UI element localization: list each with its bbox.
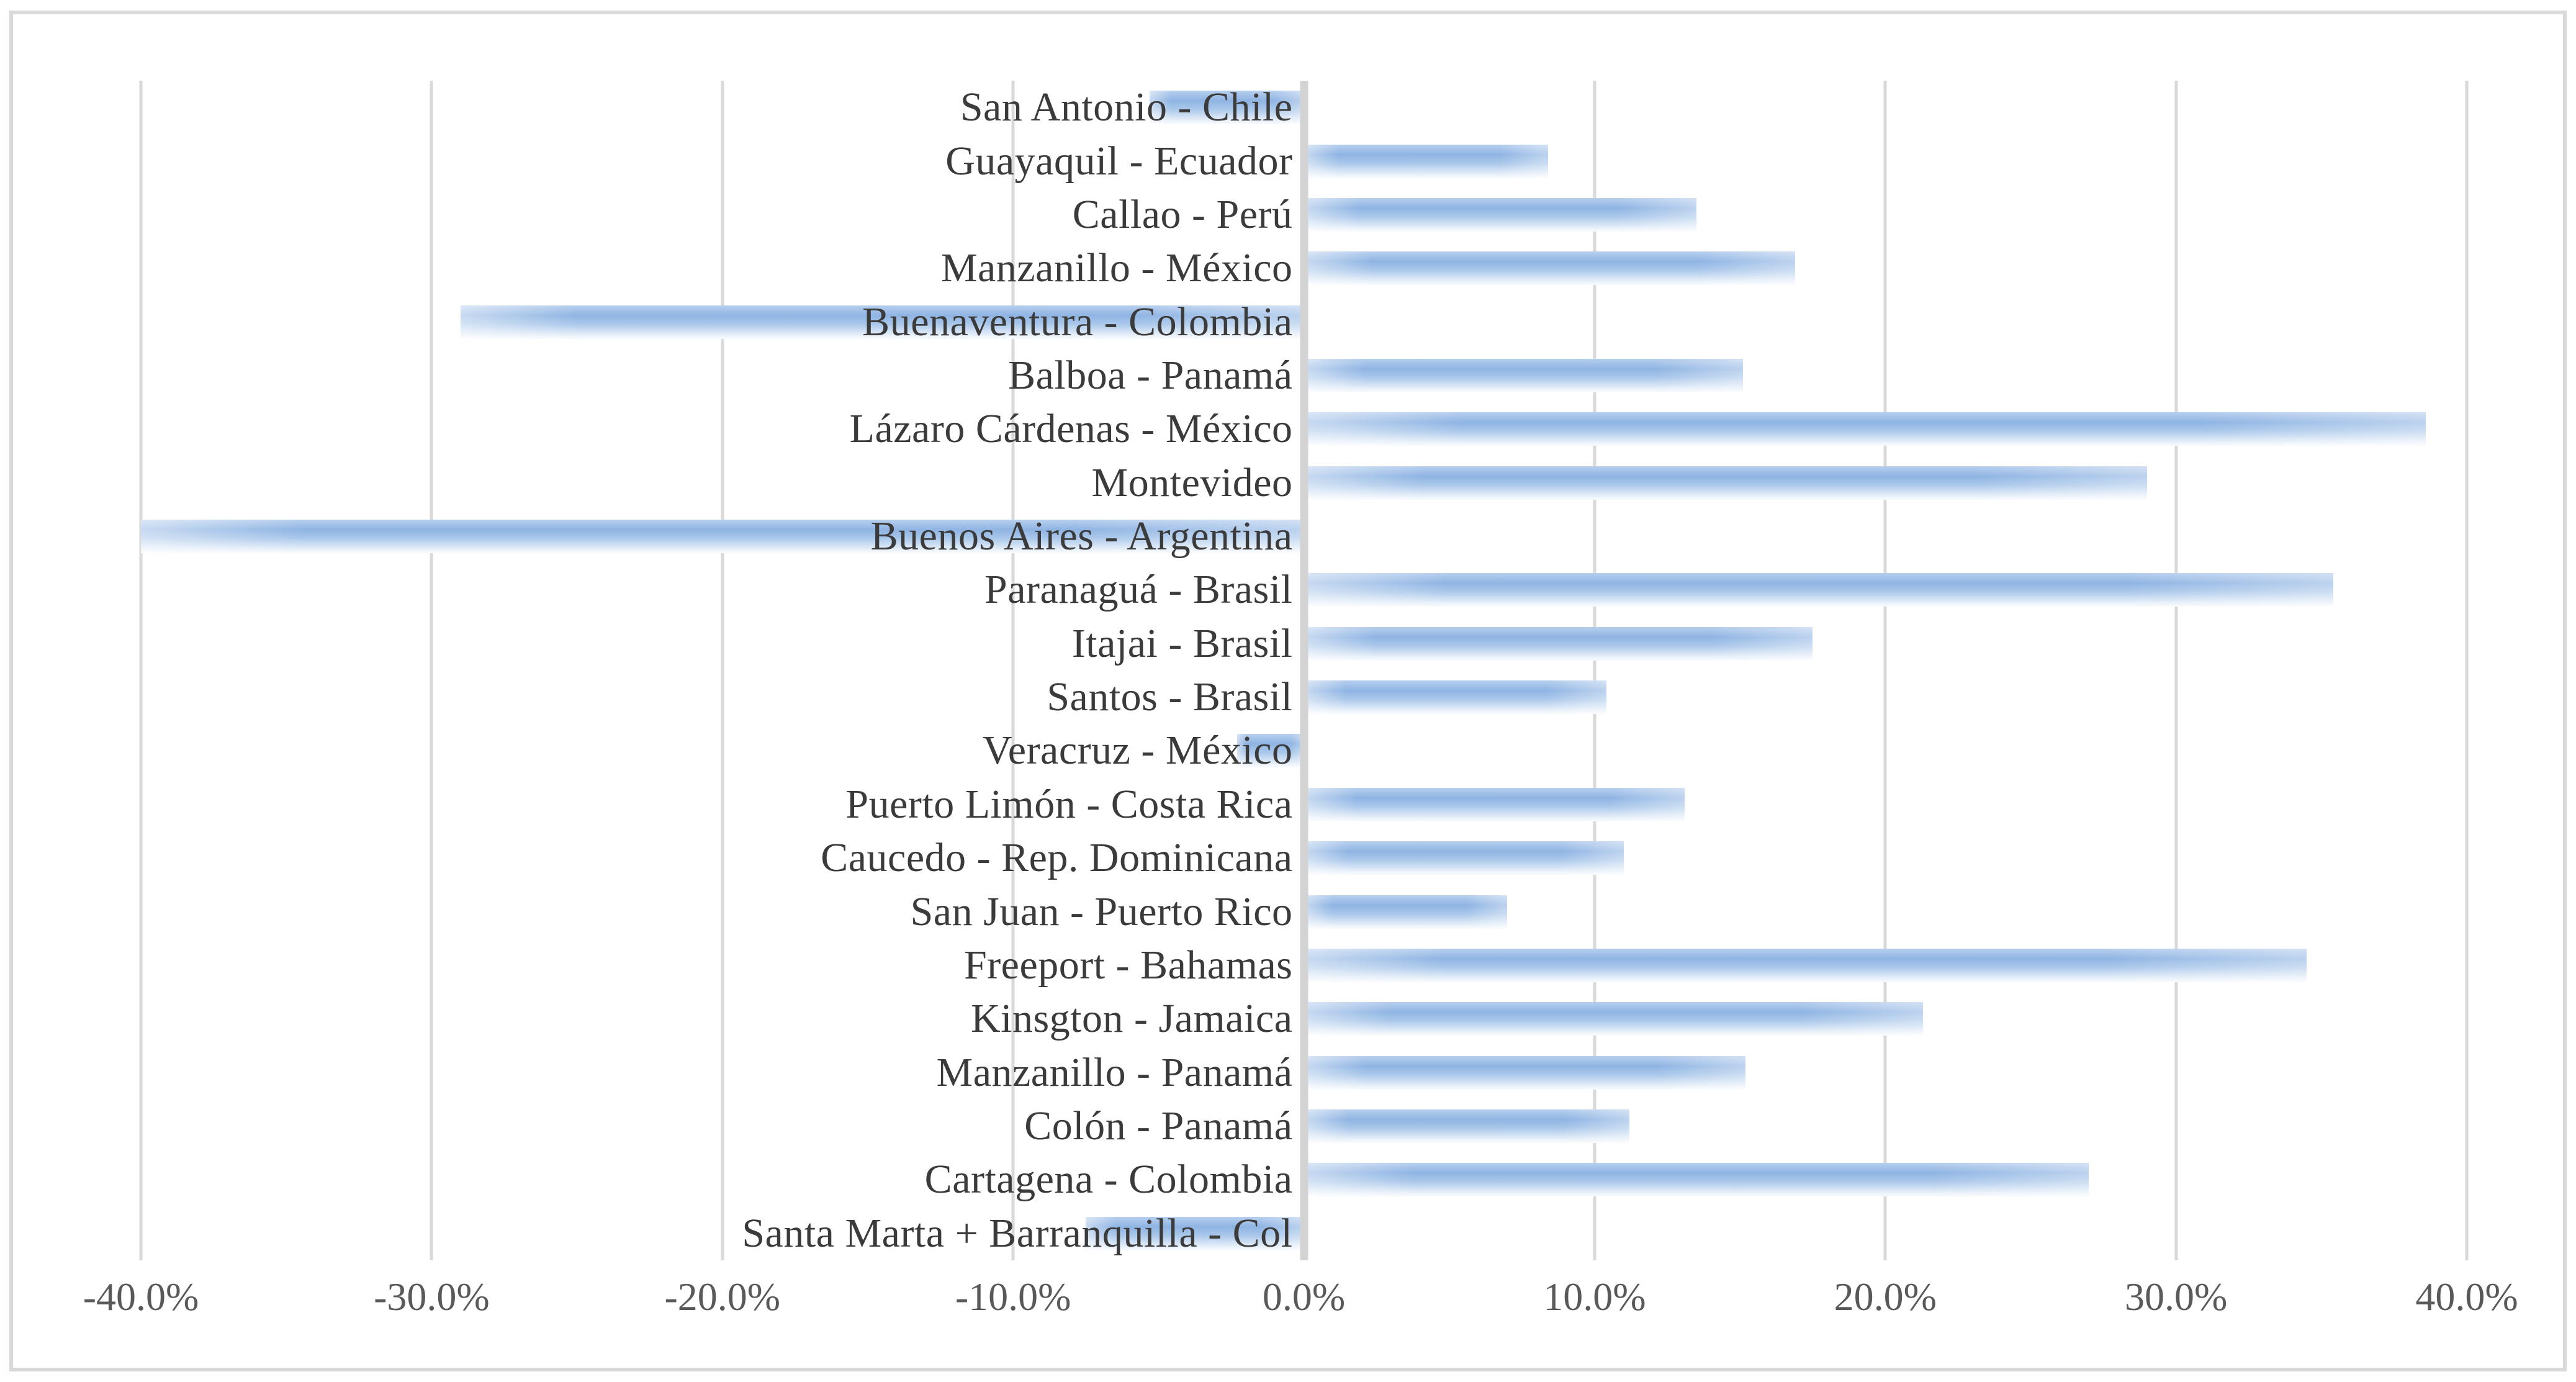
bar-row: Paranaguá - Brasil: [141, 563, 2467, 616]
bar: [1304, 412, 2426, 446]
bar-rows-container: San Antonio - Chile Guayaquil - Ecuador Ca…: [141, 81, 2467, 1260]
category-label: Buenos Aires - Argentina: [870, 513, 1293, 559]
category-label: Buenaventura - Colombia: [862, 299, 1293, 345]
bar-row: Montevideo: [141, 456, 2467, 510]
gridline: [2465, 81, 2469, 1260]
gridline: [721, 81, 724, 1260]
category-label: Cartagena - Colombia: [924, 1157, 1293, 1203]
category-label: Itajai - Brasil: [1071, 620, 1293, 666]
bar: [1086, 1216, 1304, 1250]
bar: [141, 520, 1304, 554]
bar: [1304, 251, 1796, 286]
bar-row: Lázaro Cárdenas - México: [141, 402, 2467, 456]
bar-row: Callao - Perú: [141, 188, 2467, 242]
bar-row: Veracruz - México: [141, 724, 2467, 777]
x-tick-label: 10.0%: [1543, 1275, 1646, 1319]
category-label: Kinsgton - Jamaica: [970, 996, 1293, 1042]
bar-row: Buenos Aires - Argentina: [141, 510, 2467, 563]
x-tick-label: 20.0%: [1834, 1275, 1937, 1319]
bar: [1150, 91, 1304, 125]
category-label: Caucedo - Rep. Dominicana: [821, 835, 1293, 881]
x-tick-label: -30.0%: [374, 1275, 490, 1319]
bar-row: Itajai - Brasil: [141, 617, 2467, 671]
bar-row: Santos - Brasil: [141, 671, 2467, 724]
category-label: Puerto Limón - Costa Rica: [845, 781, 1293, 827]
bar: [1304, 787, 1685, 821]
gridline: [1011, 81, 1015, 1260]
category-label: Callao - Perú: [1072, 191, 1293, 237]
gridline: [430, 81, 433, 1260]
category-label: Freeport - Bahamas: [964, 942, 1293, 988]
x-tick-label: 40.0%: [2415, 1275, 2518, 1319]
bar: [1304, 466, 2147, 500]
gridline: [2174, 81, 2178, 1260]
bar-row: Buenaventura - Colombia: [141, 295, 2467, 348]
category-label: Manzanillo - Panamá: [936, 1049, 1293, 1095]
x-axis: -40.0% -30.0% -20.0% -10.0% 0.0% 10.0% 20.0% 30…: [83, 1274, 2518, 1336]
plot-area: San Antonio - Chile Guayaquil - Ecuador Ca…: [139, 81, 2469, 1260]
x-tick-label: 30.0%: [2124, 1275, 2228, 1319]
chart-frame: [9, 11, 2567, 1371]
bar: [1304, 1163, 2089, 1197]
bar-row: Kinsgton - Jamaica: [141, 992, 2467, 1046]
bar-row: Santa Marta + Barranquilla - Col: [141, 1207, 2467, 1260]
bar-row: Puerto Limón - Costa Rica: [141, 778, 2467, 831]
bar: [1304, 626, 1813, 661]
bar-row: Manzanillo - México: [141, 242, 2467, 295]
bar: [1304, 144, 1548, 178]
bar: [1304, 1055, 1746, 1090]
x-tick-label: -40.0%: [83, 1275, 199, 1319]
bar: [1304, 573, 2333, 607]
category-label: Manzanillo - México: [940, 245, 1293, 291]
zero-axis-line: [1300, 81, 1308, 1260]
bar-row: Colón - Panamá: [141, 1100, 2467, 1153]
category-label: San Juan - Puerto Rico: [910, 888, 1293, 934]
bar: [1304, 1109, 1630, 1143]
bar: [1304, 1002, 1924, 1036]
category-label: Colón - Panamá: [1024, 1103, 1293, 1149]
bar: [461, 305, 1304, 339]
bar-row: Caucedo - Rep. Dominicana: [141, 831, 2467, 885]
x-tick-label: -10.0%: [955, 1275, 1071, 1319]
bar: [1304, 680, 1606, 715]
bar: [1236, 734, 1304, 768]
x-tick-label: -20.0%: [664, 1275, 781, 1319]
category-label: Santa Marta + Barranquilla - Col: [742, 1210, 1293, 1256]
bar: [1304, 358, 1743, 392]
bar: [1304, 197, 1696, 232]
bar-row: Manzanillo - Panamá: [141, 1046, 2467, 1099]
bar-row: Guayaquil - Ecuador: [141, 134, 2467, 187]
category-label: Paranaguá - Brasil: [984, 567, 1293, 613]
category-label: Montevideo: [1091, 459, 1293, 505]
category-label: Balboa - Panamá: [1008, 352, 1293, 398]
category-label: Lázaro Cárdenas - México: [849, 406, 1293, 452]
bar: [1304, 895, 1508, 929]
category-label: Guayaquil - Ecuador: [945, 138, 1293, 184]
category-label: San Antonio - Chile: [960, 84, 1293, 130]
bar-row: Freeport - Bahamas: [141, 939, 2467, 992]
bar-row: Cartagena - Colombia: [141, 1153, 2467, 1206]
category-label: Santos - Brasil: [1047, 674, 1293, 720]
category-label: Veracruz - México: [982, 728, 1293, 774]
bar: [1304, 841, 1624, 875]
bar: [1304, 948, 2307, 982]
bar-row: San Antonio - Chile: [141, 81, 2467, 134]
gridline: [139, 81, 143, 1260]
gridline: [1593, 81, 1596, 1260]
bar-row: Balboa - Panamá: [141, 349, 2467, 402]
gridline: [1883, 81, 1887, 1260]
x-tick-label: 0.0%: [1262, 1275, 1346, 1319]
bar-row: San Juan - Puerto Rico: [141, 885, 2467, 938]
